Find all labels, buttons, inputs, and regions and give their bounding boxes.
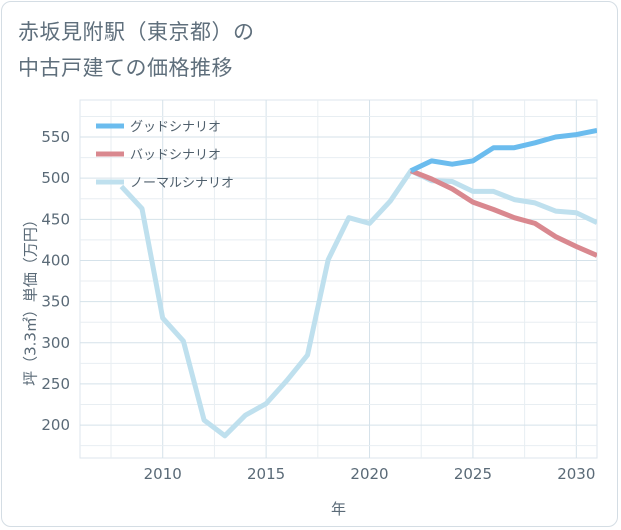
y-tick-label: 500 — [41, 169, 70, 187]
series-line-1 — [409, 168, 597, 258]
chart-title: 赤坂見附駅（東京都）の 中古戸建ての価格推移 — [18, 14, 255, 86]
y-tick-label: 450 — [41, 210, 70, 228]
x-tick-label: 2030 — [557, 465, 595, 483]
y-axis-title: 坪（3.3㎡）単価（万円） — [22, 212, 40, 386]
series-line-0 — [409, 128, 597, 174]
grid — [79, 99, 598, 459]
tick-labels: 2010 2015 2020 2025 2030 200 250 300 350 400 450 50… — [41, 128, 595, 483]
x-tick-label: 2020 — [350, 465, 388, 483]
y-tick-label: 400 — [41, 251, 70, 269]
x-tick-label: 2015 — [247, 465, 285, 483]
title-line-2: 中古戸建ての価格推移 — [18, 56, 233, 80]
x-tick-label: 2010 — [144, 465, 182, 483]
x-axis-title: 年 — [331, 500, 346, 518]
series-line-2 — [119, 168, 597, 439]
plot-area — [79, 99, 598, 459]
title-line-1: 赤坂見附駅（東京都）の — [18, 20, 255, 44]
legend-label: ノーマルシナリオ — [130, 176, 234, 191]
legend-label: グッドシナリオ — [130, 120, 221, 135]
y-tick-label: 200 — [41, 416, 70, 434]
series-lines — [119, 128, 597, 439]
legend-label: バッドシナリオ — [130, 148, 221, 163]
x-tick-label: 2025 — [454, 465, 492, 483]
y-tick-label: 550 — [41, 128, 70, 146]
y-tick-label: 300 — [41, 334, 70, 352]
y-tick-label: 250 — [41, 375, 70, 393]
y-tick-label: 350 — [41, 293, 70, 311]
